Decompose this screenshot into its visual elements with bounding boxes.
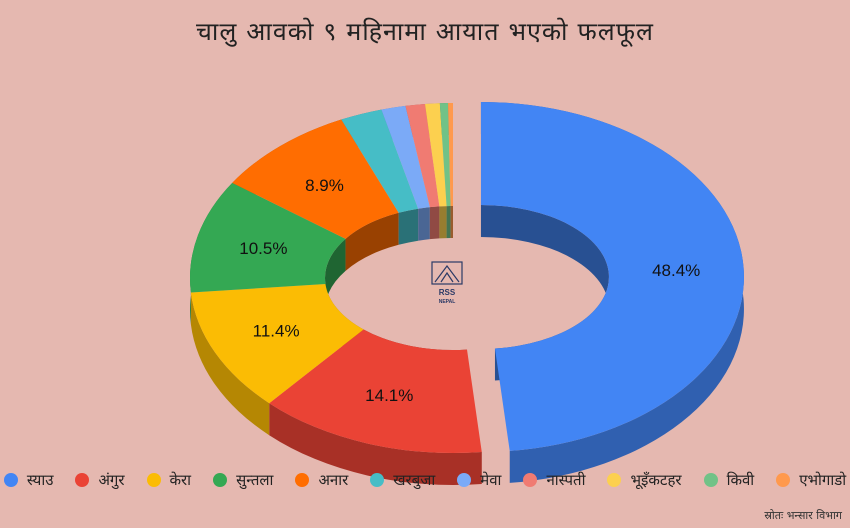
slice-side-1 <box>269 403 482 485</box>
slice-1[interactable] <box>269 329 482 453</box>
rss-logo: RSS NEPAL <box>431 261 463 305</box>
slice-inner-wall-5 <box>398 208 419 245</box>
slice-inner-wall-3 <box>325 238 346 316</box>
legend-swatch <box>75 473 90 487</box>
slice-9[interactable] <box>439 103 451 207</box>
legend-item[interactable]: अनार <box>295 470 348 490</box>
data-label-3: 10.5% <box>239 239 287 258</box>
legend-label: केरा <box>169 471 192 489</box>
legend-item[interactable]: मेवा <box>457 470 501 490</box>
legend-swatch <box>703 473 718 487</box>
legend-swatch <box>3 473 18 487</box>
legend-item[interactable]: स्याउ <box>3 470 54 490</box>
slice-inner-wall-10 <box>450 206 453 239</box>
legend-item[interactable]: केरा <box>146 470 192 490</box>
data-label-0: 48.4% <box>652 261 700 280</box>
slice-4[interactable] <box>232 119 399 239</box>
legend-label: सुन्तला <box>236 471 274 489</box>
legend-swatch <box>213 473 228 487</box>
legend-label: अनार <box>318 471 349 489</box>
legend-item[interactable]: अंगुर <box>75 470 125 490</box>
legend-swatch <box>370 473 385 487</box>
legend-item[interactable]: सुन्तला <box>213 470 273 490</box>
slice-10[interactable] <box>448 103 453 207</box>
slice-8[interactable] <box>425 103 447 207</box>
legend-label: स्याउ <box>26 471 54 489</box>
slice-inner-wall-7 <box>429 206 440 240</box>
legend-swatch <box>523 473 538 487</box>
chart-title: चालु आवको ९ महिनामा आयात भएको फलफूल <box>196 17 654 46</box>
slice-7[interactable] <box>405 103 440 208</box>
legend-item[interactable]: भूइँकटहर <box>607 470 682 490</box>
slice-inner-wall-4 <box>345 212 399 271</box>
legend-item[interactable]: एभोगाडो <box>776 470 846 490</box>
legend-label: अंगुर <box>98 471 125 489</box>
legend-swatch <box>776 473 791 487</box>
data-label-1: 14.1% <box>365 386 413 405</box>
data-label-2: 11.4% <box>253 322 300 341</box>
slice-2[interactable] <box>190 283 364 404</box>
chart-legend: स्याउ अंगुर केरा सुन्तला अनार खरबुजा मेवा नास्प… <box>0 470 850 490</box>
legend-label: मेवा <box>480 471 502 489</box>
slice-side-2 <box>190 292 270 436</box>
legend-swatch <box>295 473 310 487</box>
legend-label: एभोगाडो <box>799 471 847 489</box>
source-note: स्रोतः भन्सार विभाग <box>764 509 842 522</box>
slice-0[interactable] <box>480 101 744 451</box>
slice-6[interactable] <box>381 105 430 209</box>
logo-text-nepal: NEPAL <box>439 299 456 305</box>
slice-3[interactable] <box>190 182 346 293</box>
slice-inner-wall-6 <box>418 207 430 241</box>
legend-swatch <box>146 473 161 487</box>
legend-item[interactable]: नास्पती <box>523 470 585 490</box>
legend-label: खरबुजा <box>393 471 436 489</box>
legend-label: नास्पती <box>546 471 586 489</box>
logo-text-rss: RSS <box>439 288 456 297</box>
legend-label: भूइँकटहर <box>630 471 682 489</box>
legend-item[interactable]: खरबुजा <box>370 470 435 490</box>
slice-5[interactable] <box>341 109 419 213</box>
data-label-4: 8.9% <box>305 176 344 195</box>
legend-item[interactable]: किवी <box>703 470 755 490</box>
legend-swatch <box>457 473 472 487</box>
legend-swatch <box>607 473 622 487</box>
slice-inner-wall-8 <box>439 206 447 239</box>
legend-label: किवी <box>726 471 755 489</box>
slice-inner-wall-9 <box>446 206 451 239</box>
